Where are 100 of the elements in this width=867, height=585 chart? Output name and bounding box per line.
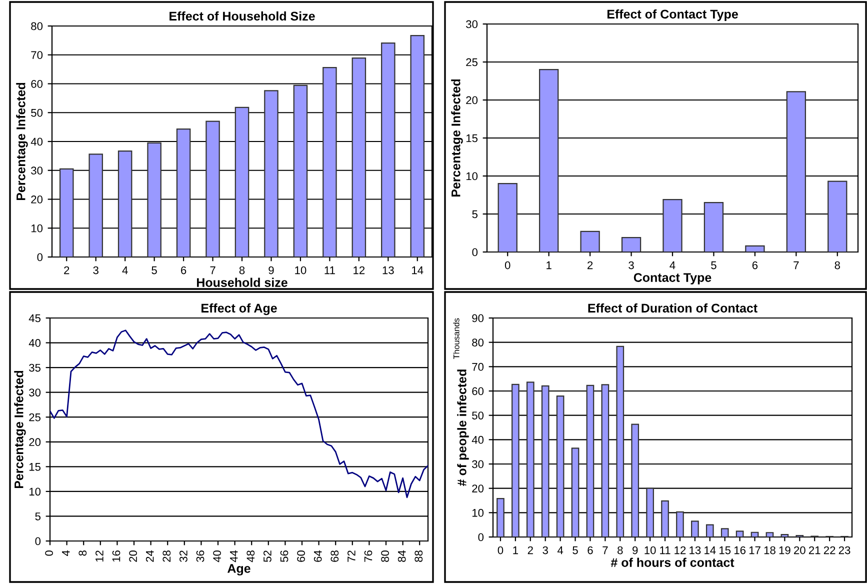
y-tick-label: 60 (31, 80, 43, 88)
chart-title: Effect of Contact Type (607, 9, 738, 22)
x-tick-label: 15 (720, 546, 731, 554)
x-tick-label: 19 (779, 546, 790, 554)
x-tick-label: 11 (324, 266, 335, 274)
x-tick-label: 9 (632, 546, 638, 554)
x-tick-label: 13 (690, 546, 701, 554)
x-tick-label: 20 (794, 546, 806, 554)
bar (745, 245, 765, 252)
x-axis-title: # of hours of contact (610, 558, 734, 567)
x-axis-title: Household size (197, 278, 288, 287)
x-tick-label: 2 (528, 546, 533, 554)
x-tick-label: 22 (824, 546, 836, 554)
y-tick-label: 35 (29, 364, 41, 372)
x-tick-label: 84 (398, 550, 406, 562)
text: Thousands (453, 318, 460, 360)
y-tick-label: 30 (29, 388, 41, 396)
x-tick-label: 4 (670, 261, 676, 270)
bar (750, 532, 759, 537)
x-tick-label: 12 (96, 550, 104, 562)
y-tick-label: 5 (35, 512, 41, 520)
y-tick-label: 15 (29, 463, 41, 471)
y-tick-label: 0 (478, 533, 484, 542)
x-tick-label: 0 (498, 546, 504, 554)
bar (704, 202, 724, 252)
x-tick-label: 40 (213, 550, 221, 562)
x-tick-label: 12 (674, 546, 686, 554)
x-tick-label: 68 (330, 550, 339, 562)
bar (556, 396, 564, 537)
y-tick-label: 15 (466, 134, 478, 142)
x-tick-label: 28 (162, 550, 171, 562)
x-tick-label: 17 (749, 546, 760, 554)
x-tick-label: 1 (513, 546, 518, 554)
bar (736, 530, 744, 537)
chart-title: Effect of Household Size (170, 11, 315, 21)
bar (646, 488, 654, 537)
y-tick-label: 30 (472, 460, 484, 468)
x-tick-label: 76 (364, 550, 372, 562)
x-tick-label: 44 (230, 550, 238, 562)
x-tick-label: 48 (246, 550, 255, 562)
x-tick-label: 20 (129, 550, 137, 562)
bar (512, 384, 520, 537)
x-tick-label: 88 (414, 550, 423, 562)
y-tick-label: 45 (28, 314, 41, 322)
y-tick-label: 10 (466, 172, 478, 180)
y-axis-title: Percentage Infected (16, 82, 28, 200)
bar (541, 385, 550, 537)
y-tick-label: 20 (29, 438, 41, 446)
chart-title: Effect of Age (202, 303, 277, 316)
x-tick-label: 14 (704, 546, 716, 554)
x-tick-label: 64 (314, 550, 322, 562)
bar (539, 69, 559, 252)
bar (118, 150, 132, 257)
x-tick-label: 8 (834, 261, 840, 270)
x-tick-label: 4 (62, 550, 70, 556)
bar (676, 511, 684, 537)
x-tick-label: 56 (280, 550, 288, 562)
y-tick-label: 0 (35, 537, 41, 546)
x-tick-label: 8 (78, 550, 87, 556)
bar (264, 90, 278, 257)
y-tick-label: 10 (29, 488, 41, 496)
bar (662, 199, 682, 252)
y-tick-label: 40 (472, 436, 484, 444)
y-tick-label: 40 (28, 339, 41, 347)
bar (786, 91, 806, 252)
x-tick-label: 10 (644, 546, 656, 554)
y-tick-label: 70 (31, 51, 43, 60)
y-tick-label: 90 (472, 314, 484, 322)
y-tick-label: 10 (472, 508, 484, 517)
x-tick-label: 16 (112, 550, 120, 562)
bar (206, 120, 220, 257)
x-tick-label: 6 (752, 261, 758, 270)
x-tick-label: 11 (660, 546, 670, 554)
bar (780, 534, 789, 537)
x-tick-label: 10 (295, 266, 306, 274)
y-tick-label: 10 (31, 224, 43, 232)
y-tick-label: 25 (29, 413, 41, 422)
y-tick-label: 50 (31, 108, 43, 117)
x-tick-label: 24 (146, 550, 154, 562)
bar (498, 183, 518, 252)
bar (580, 230, 600, 252)
x-tick-label: 12 (354, 266, 365, 274)
x-tick-label: 23 (838, 546, 850, 554)
x-tick-label: 80 (381, 550, 389, 562)
x-tick-label: 6 (181, 266, 186, 274)
x-tick-label: 0 (504, 261, 510, 270)
x-tick-label: 5 (152, 266, 157, 274)
y-tick-label: 80 (31, 22, 43, 30)
x-tick-label: 2 (64, 266, 70, 274)
x-tick-label: 7 (210, 266, 216, 274)
y-tick-label: 30 (31, 166, 43, 175)
y-tick-label: 0 (472, 248, 478, 256)
y-tick-label: 40 (30, 138, 43, 146)
x-tick-label: 3 (542, 546, 548, 554)
bar (322, 67, 337, 257)
x-tick-label: 3 (628, 261, 634, 270)
bar (88, 154, 103, 257)
y-tick-label: 50 (472, 412, 484, 420)
x-tick-label: 5 (572, 546, 578, 554)
bar (601, 384, 610, 537)
